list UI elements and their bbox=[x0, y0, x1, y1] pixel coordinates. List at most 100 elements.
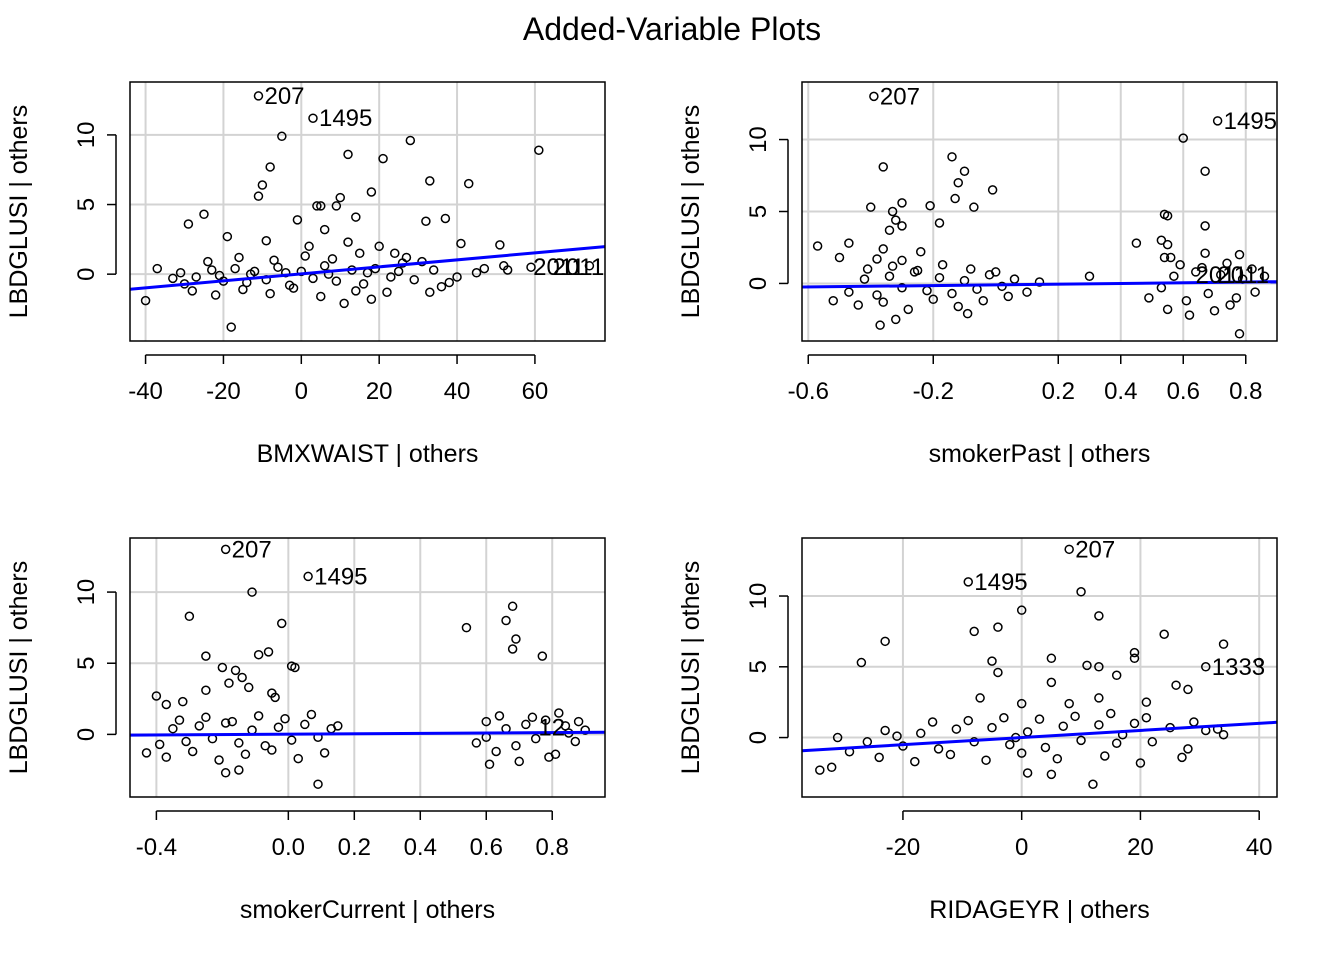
x-tick-label: 0.6 bbox=[470, 834, 503, 861]
data-point bbox=[963, 577, 973, 587]
data-point bbox=[859, 274, 870, 284]
data-point bbox=[331, 276, 342, 286]
data-point bbox=[1200, 221, 1210, 231]
data-point bbox=[1209, 306, 1220, 316]
data-point bbox=[319, 224, 330, 235]
data-point bbox=[880, 725, 890, 736]
data-point bbox=[187, 286, 198, 296]
data-point bbox=[916, 247, 926, 257]
data-point bbox=[327, 254, 338, 264]
y-axis-label: LBDGLUSI | others bbox=[5, 105, 33, 319]
data-point bbox=[1177, 752, 1187, 763]
data-point bbox=[428, 265, 439, 275]
data-point bbox=[386, 272, 396, 282]
data-point bbox=[1094, 720, 1104, 730]
data-point bbox=[828, 295, 838, 306]
data-point bbox=[872, 254, 882, 264]
data-point bbox=[1200, 166, 1210, 176]
data-point bbox=[253, 711, 264, 721]
data-point bbox=[832, 732, 843, 743]
data-point bbox=[312, 201, 322, 211]
data-point bbox=[1222, 258, 1232, 269]
data-point bbox=[237, 672, 247, 683]
data-point bbox=[1106, 708, 1116, 719]
data-point bbox=[922, 285, 932, 296]
x-tick-label: 0.2 bbox=[1042, 378, 1075, 405]
data-point bbox=[1084, 271, 1095, 281]
data-point bbox=[1016, 605, 1027, 615]
data-point bbox=[856, 657, 867, 668]
data-point bbox=[884, 271, 895, 281]
data-point bbox=[393, 266, 404, 277]
data-point bbox=[951, 724, 962, 734]
data-point bbox=[343, 149, 353, 160]
data-point bbox=[319, 261, 330, 271]
data-point bbox=[527, 712, 538, 723]
plot-frame bbox=[129, 537, 606, 798]
data-point bbox=[862, 737, 873, 747]
data-point bbox=[959, 166, 970, 176]
data-point bbox=[507, 644, 518, 654]
data-point bbox=[1212, 116, 1223, 126]
x-tick-label: -0.6 bbox=[788, 378, 829, 405]
point-label: 207 bbox=[264, 83, 304, 110]
data-point bbox=[993, 622, 1003, 632]
data-point bbox=[319, 748, 330, 758]
data-point bbox=[1135, 758, 1146, 768]
data-point bbox=[887, 206, 898, 217]
y-tick-label: 10 bbox=[745, 583, 772, 610]
data-point bbox=[1016, 748, 1027, 758]
data-point bbox=[987, 185, 998, 195]
data-point bbox=[530, 733, 541, 744]
data-point bbox=[316, 201, 326, 211]
y-tick-label: 5 bbox=[745, 205, 772, 218]
data-point bbox=[947, 152, 957, 162]
data-point bbox=[494, 711, 505, 721]
x-tick-label: 60 bbox=[522, 378, 549, 405]
data-point bbox=[872, 290, 882, 300]
data-point bbox=[238, 284, 248, 295]
data-point bbox=[273, 722, 284, 733]
data-point bbox=[288, 283, 299, 293]
data-point bbox=[874, 752, 884, 763]
data-point bbox=[260, 741, 270, 751]
data-point bbox=[927, 717, 938, 727]
data-point bbox=[495, 240, 505, 250]
data-point bbox=[521, 719, 531, 730]
data-point bbox=[316, 291, 326, 302]
data-point bbox=[194, 721, 205, 731]
data-point bbox=[378, 153, 388, 164]
data-point bbox=[903, 304, 913, 315]
point-label: 2011 bbox=[533, 254, 585, 281]
x-axis-label: smokerCurrent | others bbox=[240, 896, 495, 924]
data-point bbox=[853, 300, 863, 310]
x-tick-label: -20 bbox=[206, 378, 241, 405]
data-point bbox=[1178, 133, 1188, 143]
data-point bbox=[1181, 295, 1192, 306]
data-point bbox=[1159, 252, 1170, 263]
data-point bbox=[978, 295, 988, 306]
y-tick-label: 0 bbox=[73, 728, 100, 741]
data-point bbox=[1250, 287, 1260, 297]
data-point bbox=[214, 270, 225, 281]
data-point bbox=[925, 200, 935, 211]
data-point bbox=[897, 255, 907, 266]
data-point bbox=[1191, 267, 1201, 277]
data-point bbox=[333, 721, 343, 731]
data-point bbox=[240, 749, 251, 760]
data-point bbox=[962, 308, 973, 319]
data-point bbox=[1094, 693, 1104, 703]
x-tick-label: 0.4 bbox=[1104, 378, 1137, 405]
data-point bbox=[280, 268, 291, 278]
data-point bbox=[405, 135, 416, 146]
data-point bbox=[178, 696, 188, 707]
data-point bbox=[1203, 288, 1213, 299]
data-point bbox=[440, 213, 451, 224]
x-tick-label: 0 bbox=[295, 378, 308, 405]
data-point bbox=[273, 262, 283, 272]
data-point bbox=[181, 736, 191, 747]
data-point bbox=[1156, 283, 1167, 293]
data-point bbox=[537, 651, 548, 661]
data-point bbox=[947, 288, 957, 299]
